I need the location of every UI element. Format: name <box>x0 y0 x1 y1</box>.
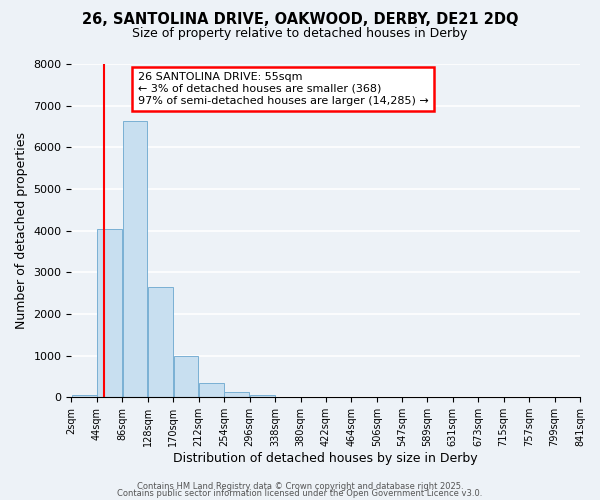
Text: Contains HM Land Registry data © Crown copyright and database right 2025.: Contains HM Land Registry data © Crown c… <box>137 482 463 491</box>
X-axis label: Distribution of detached houses by size in Derby: Distribution of detached houses by size … <box>173 452 478 465</box>
Bar <box>199 384 224 397</box>
Text: Contains public sector information licensed under the Open Government Licence v3: Contains public sector information licen… <box>118 490 482 498</box>
Bar <box>224 392 250 397</box>
Bar <box>72 395 97 397</box>
Bar <box>97 228 122 397</box>
Bar <box>250 395 275 397</box>
Bar <box>148 287 173 397</box>
Bar <box>122 121 148 397</box>
Text: Size of property relative to detached houses in Derby: Size of property relative to detached ho… <box>133 28 467 40</box>
Y-axis label: Number of detached properties: Number of detached properties <box>15 132 28 329</box>
Bar <box>173 356 199 397</box>
Text: 26, SANTOLINA DRIVE, OAKWOOD, DERBY, DE21 2DQ: 26, SANTOLINA DRIVE, OAKWOOD, DERBY, DE2… <box>82 12 518 28</box>
Text: 26 SANTOLINA DRIVE: 55sqm
← 3% of detached houses are smaller (368)
97% of semi-: 26 SANTOLINA DRIVE: 55sqm ← 3% of detach… <box>137 72 428 106</box>
